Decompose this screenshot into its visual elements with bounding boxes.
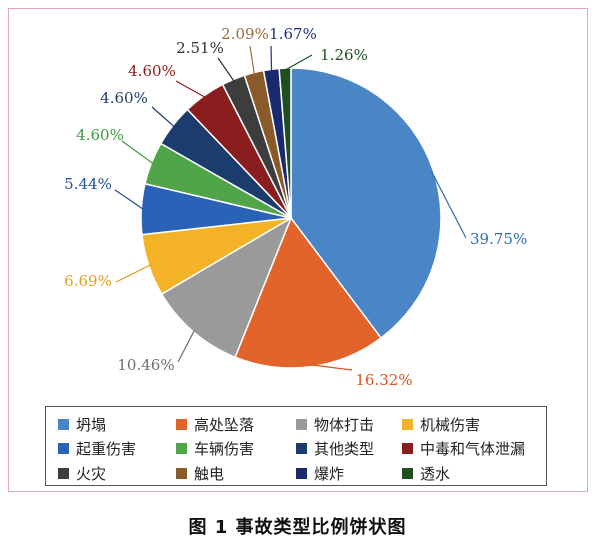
data-label-10: 2.09% — [221, 25, 269, 43]
legend-item-12: 透水 — [402, 462, 552, 484]
legend-swatch — [176, 467, 187, 479]
leader-line-12 — [284, 54, 313, 71]
leader-line-10 — [249, 45, 256, 75]
data-label-11: 1.67% — [269, 25, 317, 43]
legend-swatch — [402, 418, 413, 430]
leader-line-4 — [115, 264, 151, 283]
legend-item-6: 车辆伤害 — [176, 438, 296, 460]
legend-label: 触电 — [194, 464, 225, 483]
legend-item-5: 起重伤害 — [58, 438, 176, 460]
legend-label: 爆炸 — [314, 464, 345, 483]
legend-item-1: 坍塌 — [58, 413, 176, 435]
leader-line-8 — [175, 80, 206, 98]
legend-swatch — [296, 467, 307, 479]
leader-line-1 — [430, 170, 467, 239]
legend-item-9: 火灾 — [58, 462, 176, 484]
leader-line-3 — [177, 329, 196, 363]
legend-label: 透水 — [420, 464, 451, 483]
data-label-6: 4.60% — [76, 126, 124, 144]
leader-line-6 — [121, 140, 154, 165]
leader-line-5 — [114, 189, 144, 210]
leader-line-7 — [151, 106, 175, 128]
data-label-4: 6.69% — [64, 272, 112, 290]
legend-swatch — [402, 467, 413, 479]
legend-label: 中毒和气体泄漏 — [420, 440, 526, 459]
legend-label: 火灾 — [76, 464, 107, 483]
data-label-2: 16.32% — [355, 371, 412, 389]
legend-label: 高处坠落 — [194, 415, 255, 434]
legend-swatch — [58, 467, 69, 479]
legend-swatch — [58, 443, 69, 455]
figure-caption: 图 1 事故类型比例饼状图 — [188, 517, 407, 538]
legend-label: 其他类型 — [314, 440, 375, 459]
data-label-5: 5.44% — [64, 175, 112, 193]
data-label-1: 39.75% — [470, 230, 527, 248]
leader-line-9 — [217, 57, 235, 82]
pie-slice-2 — [234, 216, 383, 369]
legend-label: 坍塌 — [76, 415, 107, 434]
data-label-7: 4.60% — [100, 89, 148, 107]
legend-item-2: 高处坠落 — [176, 413, 296, 435]
data-label-12: 1.26% — [320, 46, 368, 64]
legend-item-3: 物体打击 — [296, 413, 402, 435]
legend-item-10: 触电 — [176, 462, 296, 484]
legend-item-8: 中毒和气体泄漏 — [402, 438, 552, 460]
legend-item-7: 其他类型 — [296, 438, 402, 460]
legend-label: 起重伤害 — [76, 440, 137, 459]
pie-slice-12 — [278, 67, 292, 219]
legend-swatch — [402, 443, 413, 455]
legend-label: 机械伤害 — [420, 415, 481, 434]
legend-label: 车辆伤害 — [194, 440, 255, 459]
data-label-3: 10.46% — [117, 356, 174, 374]
legend-swatch — [296, 443, 307, 455]
legend-swatch — [296, 418, 307, 430]
data-label-9: 2.51% — [176, 39, 224, 57]
leader-line-2 — [310, 364, 353, 371]
legend-item-11: 爆炸 — [296, 462, 402, 484]
legend-item-4: 机械伤害 — [402, 413, 552, 435]
legend-swatch — [176, 443, 187, 455]
legend-label: 物体打击 — [314, 415, 375, 434]
legend: 坍塌 高处坠落 物体打击 机械伤害起重伤害 车辆伤害 其他类型 中毒和气体泄漏火灾 触电 爆炸 透… — [45, 406, 547, 486]
pie-slice-1 — [290, 67, 442, 340]
chart-frame — [8, 8, 588, 492]
legend-swatch — [176, 418, 187, 430]
data-label-8: 4.60% — [128, 62, 176, 80]
leader-line-11 — [270, 45, 273, 72]
legend-swatch — [58, 418, 69, 430]
